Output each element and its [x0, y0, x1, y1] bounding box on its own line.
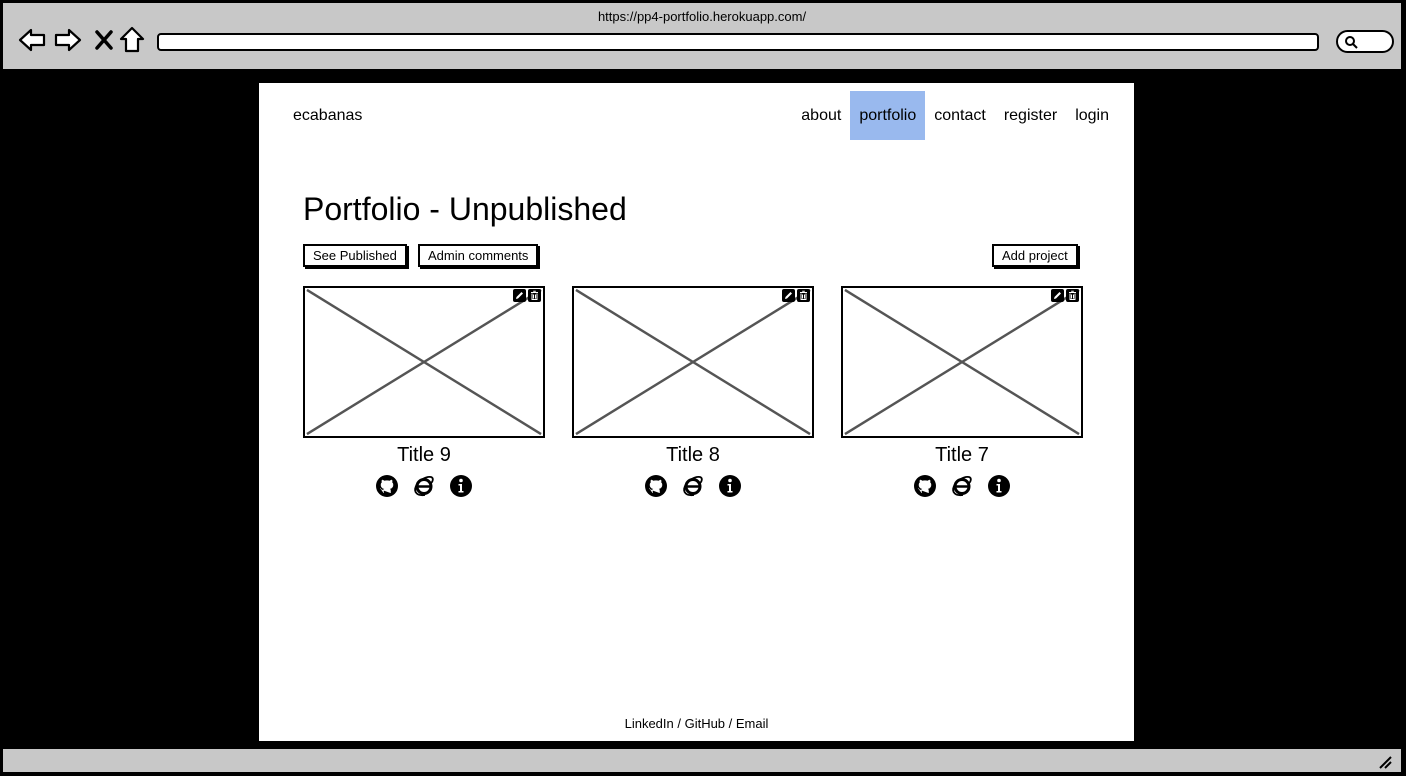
main-nav: about portfolio contact register login [792, 91, 1118, 140]
trash-icon[interactable] [797, 289, 810, 302]
github-icon[interactable] [375, 474, 399, 498]
project-title: Title 9 [397, 444, 451, 466]
search-icon [1345, 36, 1358, 49]
resize-handle-icon[interactable] [1377, 754, 1393, 770]
site-brand[interactable]: ecabanas [293, 107, 363, 124]
project-image-placeholder[interactable] [303, 286, 545, 438]
project-links [303, 474, 545, 498]
forward-arrow-icon[interactable] [53, 25, 83, 55]
close-icon[interactable] [89, 25, 119, 55]
nav-item-contact[interactable]: contact [934, 106, 986, 124]
info-icon[interactable] [718, 474, 742, 498]
nav-item-login[interactable]: login [1075, 106, 1109, 124]
nav-item-about[interactable]: about [801, 106, 842, 124]
internet-explorer-icon[interactable] [412, 474, 436, 498]
image-placeholder-icon [306, 288, 542, 436]
browser-search-box[interactable] [1336, 30, 1394, 53]
project-links [841, 474, 1083, 498]
image-placeholder-icon [844, 288, 1080, 436]
edit-icon[interactable] [1051, 289, 1064, 302]
back-arrow-icon[interactable] [17, 25, 47, 55]
nav-item-register[interactable]: register [1003, 106, 1058, 124]
add-project-button[interactable]: Add project [992, 244, 1078, 267]
home-icon[interactable] [117, 25, 147, 55]
project-title: Title 7 [935, 444, 989, 466]
edit-icon[interactable] [782, 289, 795, 302]
project-image-placeholder[interactable] [572, 286, 814, 438]
trash-icon[interactable] [528, 289, 541, 302]
project-card: Title 7 [841, 286, 1083, 498]
info-icon[interactable] [987, 474, 1011, 498]
web-page: ecabanas about portfolio contact registe… [259, 83, 1134, 741]
admin-comments-button[interactable]: Admin comments [418, 244, 539, 267]
address-bar[interactable] [157, 33, 1319, 51]
project-title: Title 8 [666, 444, 720, 466]
github-icon[interactable] [913, 474, 937, 498]
github-icon[interactable] [644, 474, 668, 498]
browser-status-bar [1, 747, 1403, 774]
project-card: Title 8 [572, 286, 814, 498]
internet-explorer-icon[interactable] [681, 474, 705, 498]
url-text: https://pp4-portfolio.herokuapp.com/ [597, 9, 807, 24]
card-actions [513, 289, 541, 302]
internet-explorer-icon[interactable] [950, 474, 974, 498]
page-title: Portfolio - Unpublished [303, 191, 627, 227]
browser-chrome: https://pp4-portfolio.herokuapp.com/ [1, 1, 1403, 71]
card-actions [1051, 289, 1079, 302]
project-image-placeholder[interactable] [841, 286, 1083, 438]
image-placeholder-icon [575, 288, 811, 436]
project-links [572, 474, 814, 498]
trash-icon[interactable] [1066, 289, 1079, 302]
project-card: Title 9 [303, 286, 545, 498]
footer-links[interactable]: LinkedIn / GitHub / Email [624, 716, 769, 731]
info-icon[interactable] [449, 474, 473, 498]
edit-icon[interactable] [513, 289, 526, 302]
see-published-button[interactable]: See Published [303, 244, 407, 267]
card-actions [782, 289, 810, 302]
nav-item-portfolio[interactable]: portfolio [850, 91, 926, 140]
